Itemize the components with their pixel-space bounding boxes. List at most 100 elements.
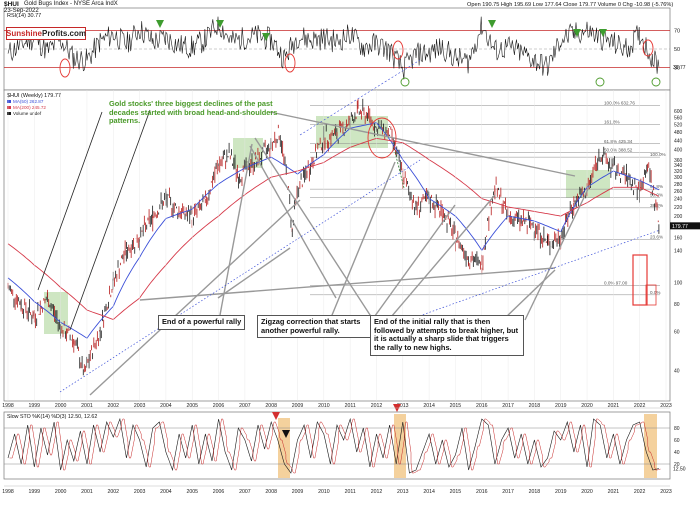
dotted-support-line [59, 159, 421, 393]
price-title: $HUI (Weekly) 179.77 [7, 93, 61, 99]
legend-label: Volume undef [13, 111, 42, 116]
price-tick-label: 520 [674, 122, 683, 128]
axes: 1998 1998 1999 1999 2000 2000 2001 2001 2002 2002… [2, 90, 672, 495]
year-label-bottom: 2015 [450, 489, 462, 495]
price-value-tag [670, 222, 700, 230]
legend-swatch [7, 106, 11, 109]
rsi-series: 70 50 30 RSI(14) 30.77 30.77 [4, 13, 686, 80]
fib-label: 161.8% [604, 119, 620, 124]
year-label-top: 2011 [345, 403, 356, 409]
fib-label: 61.8% 425.34 [604, 139, 633, 144]
year-label-top: 2017 [502, 403, 514, 409]
legend-swatch [7, 100, 11, 103]
price-tick-label: 80 [674, 302, 680, 308]
fibonacci-levels: 100.0% 632.76 161.8% 61.8% 425.34 50.0% 388… [310, 101, 666, 296]
year-label-top: 2007 [239, 403, 251, 409]
legend-label: MA(200) 245.72 [13, 105, 46, 110]
price-tick-label: 260 [674, 189, 683, 195]
price-tick-label: 320 [674, 169, 683, 175]
price-value-label: 179.77 [672, 224, 688, 230]
year-label-bottom: 2012 [371, 489, 383, 495]
price-tick-label: 480 [674, 130, 683, 136]
fib-label: 0.0% [650, 290, 660, 295]
chart-quote: Open 190.75 High 195.69 Low 177.64 Close… [467, 2, 674, 8]
price-tick-label: 280 [674, 182, 683, 188]
year-label-top: 2021 [608, 403, 620, 409]
down-arrows-rsi [156, 20, 607, 41]
fib-label: 100.0% [650, 152, 666, 157]
ma50-line [7, 122, 660, 339]
year-label-top: 1998 [2, 403, 14, 409]
year-label-top: 2004 [160, 403, 172, 409]
year-label-bottom: 2008 [265, 489, 277, 495]
year-label-bottom: 2019 [555, 489, 567, 495]
annotation-zigzag-correction: Zigzag correction that starts another po… [257, 315, 371, 339]
year-label-top: 2022 [634, 403, 646, 409]
year-label-bottom: 2018 [529, 489, 541, 495]
legend-label: MA(50) 262.87 [13, 99, 44, 104]
sto-zone-2022 [644, 414, 657, 478]
rsi-title: RSI(14) 30.77 [7, 13, 41, 19]
year-label-bottom: 1999 [29, 489, 41, 495]
price-tick-label: 60 [674, 330, 680, 336]
sto-panel [3, 411, 671, 480]
year-label-bottom: 2022 [634, 489, 646, 495]
year-label-top: 2020 [581, 403, 593, 409]
fib-label: 38.2% [650, 203, 663, 208]
year-label-bottom: 2023 [660, 489, 672, 495]
year-label-top: 2006 [213, 403, 225, 409]
sto-tick-label: 40 [674, 450, 680, 456]
year-label-top: 2019 [555, 403, 567, 409]
year-label-top: 1999 [29, 403, 41, 409]
year-label-top: 2014 [423, 403, 435, 409]
year-label-top: 2009 [292, 403, 304, 409]
rsi-tick-label: 30 [674, 66, 680, 72]
price-tick-label: 400 [674, 148, 683, 154]
circle-markers [59, 39, 654, 159]
price-tick-label: 340 [674, 163, 683, 169]
price-tick-label: 200 [674, 214, 683, 220]
price-tick-label: 40 [674, 368, 680, 374]
annotation-head-and-shoulders: Gold stocks' three biggest declines of t… [109, 99, 278, 126]
year-label-bottom: 2006 [213, 489, 225, 495]
price-tick-label: 440 [674, 139, 683, 145]
sto-zone-2012 [394, 414, 406, 478]
price-tick-label: 600 [674, 109, 683, 115]
year-label-top: 2015 [450, 403, 462, 409]
year-label-bottom: 2005 [186, 489, 198, 495]
year-label-bottom: 2003 [134, 489, 146, 495]
trend-lines [89, 111, 591, 396]
rsi-tick-label: 70 [674, 29, 680, 35]
ma200-line [7, 137, 660, 321]
fib-label: 23.6% [650, 234, 663, 239]
year-label-bottom: 2020 [581, 489, 593, 495]
year-label-top: 2000 [55, 403, 67, 409]
rsi-tick-label: 50 [674, 47, 680, 53]
price-tick-label: 360 [674, 158, 683, 164]
rsi-line [7, 16, 660, 80]
year-label-bottom: 2013 [397, 489, 409, 495]
fib-label: 0.0% 97.00 [604, 280, 628, 285]
sto-k-line [7, 417, 659, 474]
year-label-bottom: 2000 [55, 489, 67, 495]
sto-tick-label: 20 [674, 462, 680, 468]
dashed-short-line [299, 59, 421, 136]
year-label-top: 2001 [81, 403, 93, 409]
sto-tick-label: 80 [674, 426, 680, 432]
year-label-top: 2005 [186, 403, 198, 409]
sto-value-label: 12.50 [673, 467, 686, 473]
annotation-initial-rally-end: End of the initial rally that is then fo… [370, 315, 524, 356]
rsi-value-label: 30.77 [673, 65, 686, 71]
year-label-bottom: 2001 [81, 489, 93, 495]
hs-zone-2011 [316, 116, 388, 148]
year-label-bottom: 2021 [608, 489, 620, 495]
year-label-bottom: 2014 [423, 489, 435, 495]
year-label-top: 2018 [529, 403, 541, 409]
annotation-end-of-rally: End of a powerful rally [158, 315, 246, 330]
fib-label: 50.0% 388.52 [604, 147, 633, 152]
price-tick-label: 100 [674, 281, 683, 287]
sto-d-line [9, 418, 661, 474]
sto-title: Slow STO %K(14) %D(3) 12.50, 12.62 [7, 414, 97, 420]
